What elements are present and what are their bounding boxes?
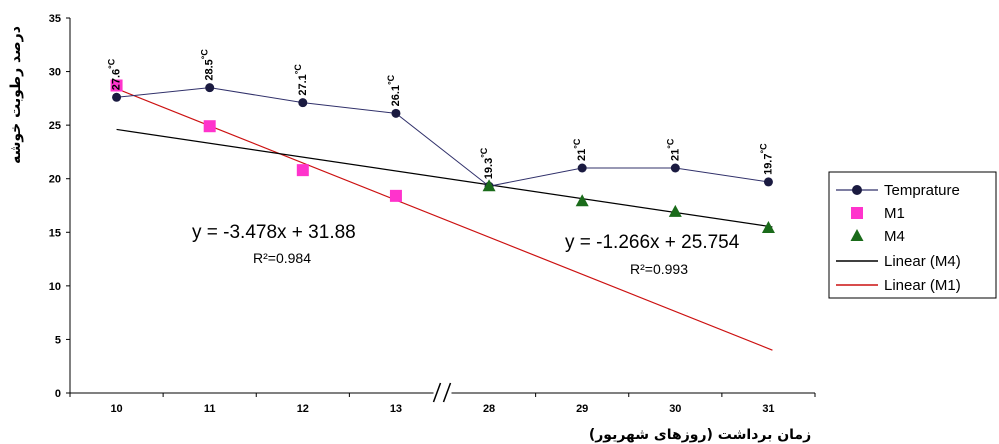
m1-point <box>389 189 402 202</box>
temperature-point <box>205 83 215 93</box>
temperature-data-label: 26.1°C <box>386 74 402 106</box>
m4-point <box>575 194 589 207</box>
temperature-point <box>763 177 773 187</box>
legend-label-temperature: Temprature <box>884 182 960 199</box>
point-labels: 27.6°C 28.5°C 27.1°C 26.1°C 19.3°C 21°C 21°C 19… <box>107 49 775 180</box>
series-markers <box>110 79 775 233</box>
m1-point <box>110 79 123 92</box>
axes: 0 5 10 15 20 25 30 35 10 11 12 13 28 29 30 31 <box>49 13 816 415</box>
m1-point <box>203 120 216 133</box>
legend-marker-m1 <box>851 207 863 219</box>
trendline-m1 <box>116 88 773 351</box>
m4-r2: R²=0.993 <box>630 261 688 277</box>
temperature-line <box>116 87 769 187</box>
x-tick-label: 10 <box>110 403 122 415</box>
temperature-point <box>577 163 587 173</box>
axis-break-mark <box>432 382 442 403</box>
x-tick-label: 12 <box>297 403 309 415</box>
temperature-data-label: 27.6°C <box>107 58 123 90</box>
y-tick-label: 15 <box>49 227 61 239</box>
x-axis-title: زمان برداشت (روزهای شهریور) <box>589 427 811 443</box>
m4-point <box>482 179 496 192</box>
y-tick-label: 35 <box>49 13 61 25</box>
m4-point <box>761 221 775 233</box>
temperature-data-label: 27.1°C <box>293 64 309 96</box>
m1-point <box>296 164 309 177</box>
legend-marker-temperature <box>852 185 862 195</box>
y-axis-title: درصد رطوبت خوشه <box>8 26 24 164</box>
x-tick-label: 31 <box>762 403 774 415</box>
y-tick-label: 0 <box>55 388 61 400</box>
x-tick-label: 30 <box>669 403 681 415</box>
temperature-point <box>298 98 308 108</box>
legend-label-linear-m4: Linear (M4) <box>884 253 961 270</box>
temperature-point <box>112 92 122 102</box>
legend-marker-m4 <box>850 229 864 241</box>
axis-break-mark <box>442 382 452 403</box>
legend: Temprature M1 M4 Linear (M4) Linear (M1) <box>828 171 997 299</box>
y-tick-label: 20 <box>49 174 61 186</box>
temperature-data-label: 28.5°C <box>200 49 216 81</box>
legend-label-m4: M4 <box>884 228 905 245</box>
series-lines <box>116 87 773 351</box>
temperature-point <box>391 108 401 118</box>
y-tick-label: 25 <box>49 120 61 132</box>
temperature-data-label: 19.7°C <box>758 143 774 175</box>
x-tick-label: 29 <box>576 403 588 415</box>
temperature-data-label: 21°C <box>665 138 681 161</box>
m1-equation: y = -3.478x + 31.88 <box>192 222 356 243</box>
m4-equation: y = -1.266x + 25.754 <box>565 232 740 253</box>
y-tick-label: 30 <box>49 67 61 79</box>
m1-r2: R²=0.984 <box>253 250 311 266</box>
x-tick-label: 13 <box>390 403 402 415</box>
legend-label-linear-m1: Linear (M1) <box>884 277 961 294</box>
temperature-point <box>670 163 680 173</box>
y-tick-label: 5 <box>55 334 61 346</box>
y-tick-label: 10 <box>49 281 61 293</box>
temperature-data-label: 21°C <box>572 138 588 161</box>
legend-label-m1: M1 <box>884 205 905 222</box>
trendline-m4 <box>116 128 773 228</box>
x-tick-label: 11 <box>204 403 216 415</box>
m4-point <box>668 204 682 217</box>
x-tick-label: 28 <box>483 403 495 415</box>
temperature-data-label: 19.3°C <box>479 147 495 179</box>
